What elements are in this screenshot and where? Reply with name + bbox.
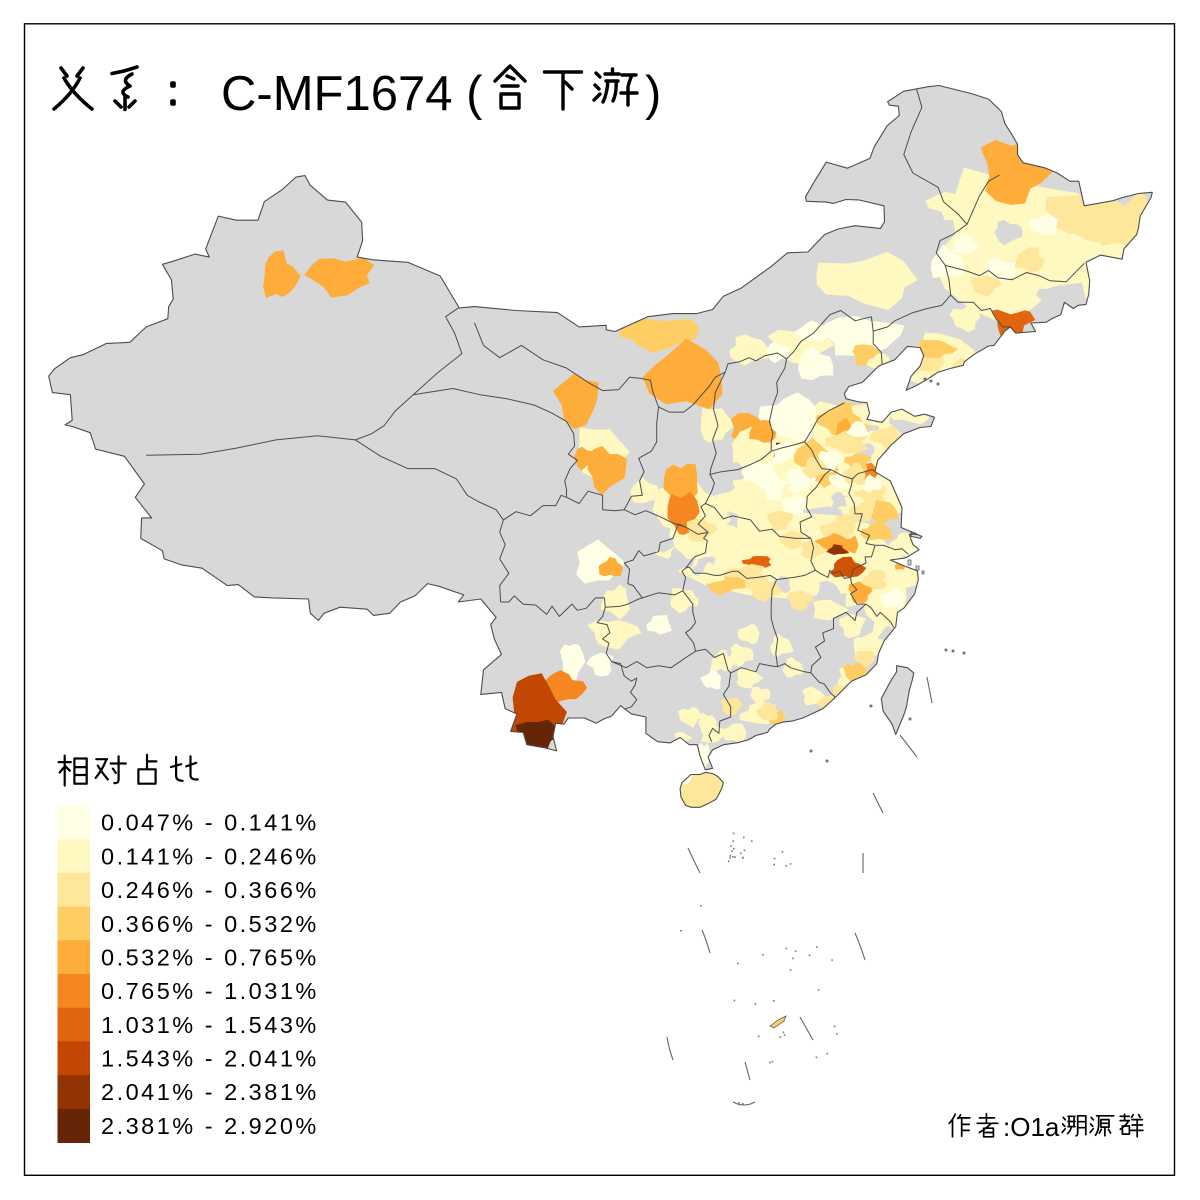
svg-text:1.031% - 1.543%: 1.031% - 1.543% [101, 1012, 319, 1038]
svg-text:1.543% - 2.041%: 1.543% - 2.041% [101, 1046, 319, 1072]
svg-text:0.141% - 0.246%: 0.141% - 0.246% [101, 843, 319, 869]
svg-text:0.765% - 1.031%: 0.765% - 1.031% [101, 978, 319, 1004]
svg-text:): ) [645, 67, 661, 121]
svg-text:0.532% - 0.765%: 0.532% - 0.765% [101, 944, 319, 970]
svg-text::O1a: :O1a [1003, 1112, 1060, 1142]
svg-text:2.041% - 2.381%: 2.041% - 2.381% [101, 1079, 319, 1105]
svg-text:0.047% - 0.141%: 0.047% - 0.141% [101, 810, 319, 836]
svg-text:C-MF1674 (: C-MF1674 ( [221, 67, 483, 121]
svg-text:0.366% - 0.532%: 0.366% - 0.532% [101, 911, 319, 937]
svg-text:0.246% - 0.366%: 0.246% - 0.366% [101, 877, 319, 903]
svg-text:2.381% - 2.920%: 2.381% - 2.920% [101, 1113, 319, 1139]
